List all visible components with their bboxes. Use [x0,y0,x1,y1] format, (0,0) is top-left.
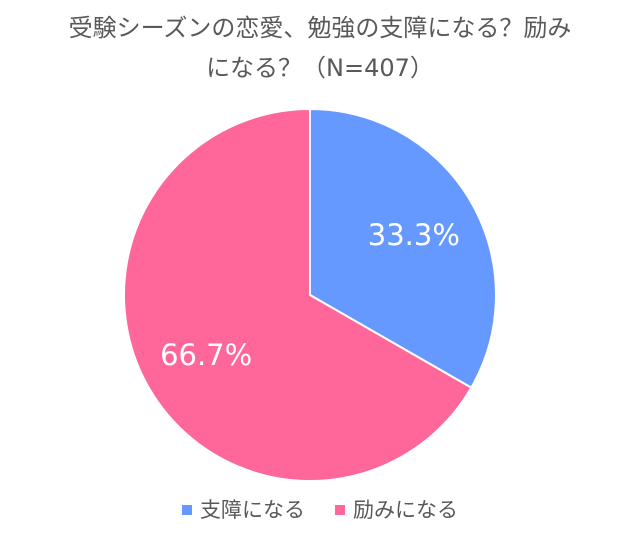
pie-slice-0 [309,108,497,389]
chart-title-line-2: になる？（N=407） [206,54,434,82]
legend-swatch-0 [182,505,192,515]
legend-swatch-1 [335,505,345,515]
chart-title-line-1: 受験シーズンの恋愛、勉強の支障になる？励み [68,14,572,42]
legend-item-1: 励みになる [335,494,458,526]
chart-title: 受験シーズンの恋愛、勉強の支障になる？励み になる？（N=407） [20,8,620,88]
legend-label-1: 励みになる [353,498,458,522]
data-label-1: 66.7% [160,338,252,372]
chart-legend: 支障になる 励みになる [0,494,640,526]
pie-slice-1 [123,108,473,482]
data-label-0: 33.3% [368,218,460,252]
legend-label-0: 支障になる [200,498,305,522]
legend-item-0: 支障になる [182,494,305,526]
